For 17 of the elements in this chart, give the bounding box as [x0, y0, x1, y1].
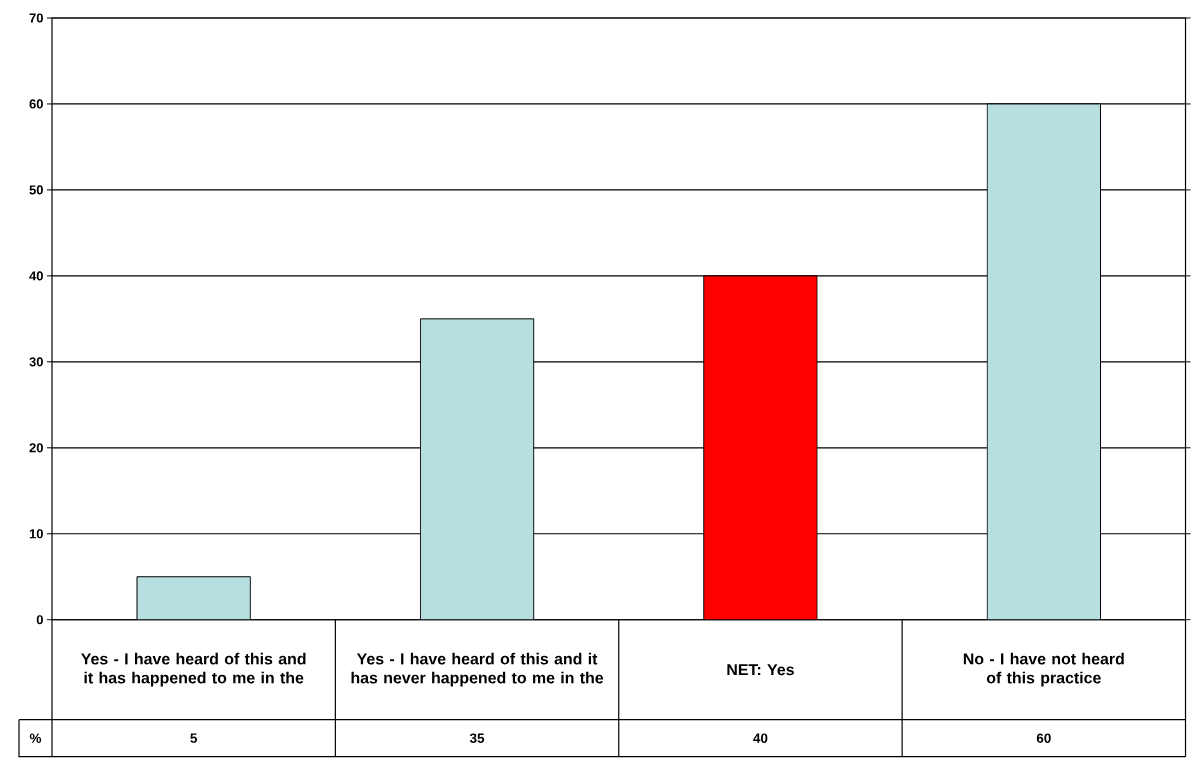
y-tick-label: 0: [36, 615, 43, 625]
y-tick-label: 70: [29, 13, 43, 23]
y-tick-label: 50: [29, 185, 43, 195]
y-tick-label: 40: [29, 271, 43, 281]
x-tick-label: No - I have not heard of this practice: [963, 652, 1124, 687]
x-tick-label: Yes - I have heard of this and it has never happened to me in the: [351, 652, 604, 687]
data-label: 5: [190, 733, 198, 744]
y-tick-label: 30: [29, 357, 43, 367]
text: %: [29, 733, 42, 744]
y-tick-label: 20: [29, 443, 43, 453]
data-label: 40: [753, 733, 768, 744]
x-tick-label: Yes - I have heard of this and it has happened to me in the: [81, 652, 306, 687]
data-label: 35: [469, 733, 485, 744]
y-tick-label: 60: [29, 99, 43, 109]
y-tick-label: 10: [29, 529, 43, 539]
data-label: 60: [1036, 733, 1051, 744]
x-tick-label: NET: Yes: [727, 664, 794, 676]
